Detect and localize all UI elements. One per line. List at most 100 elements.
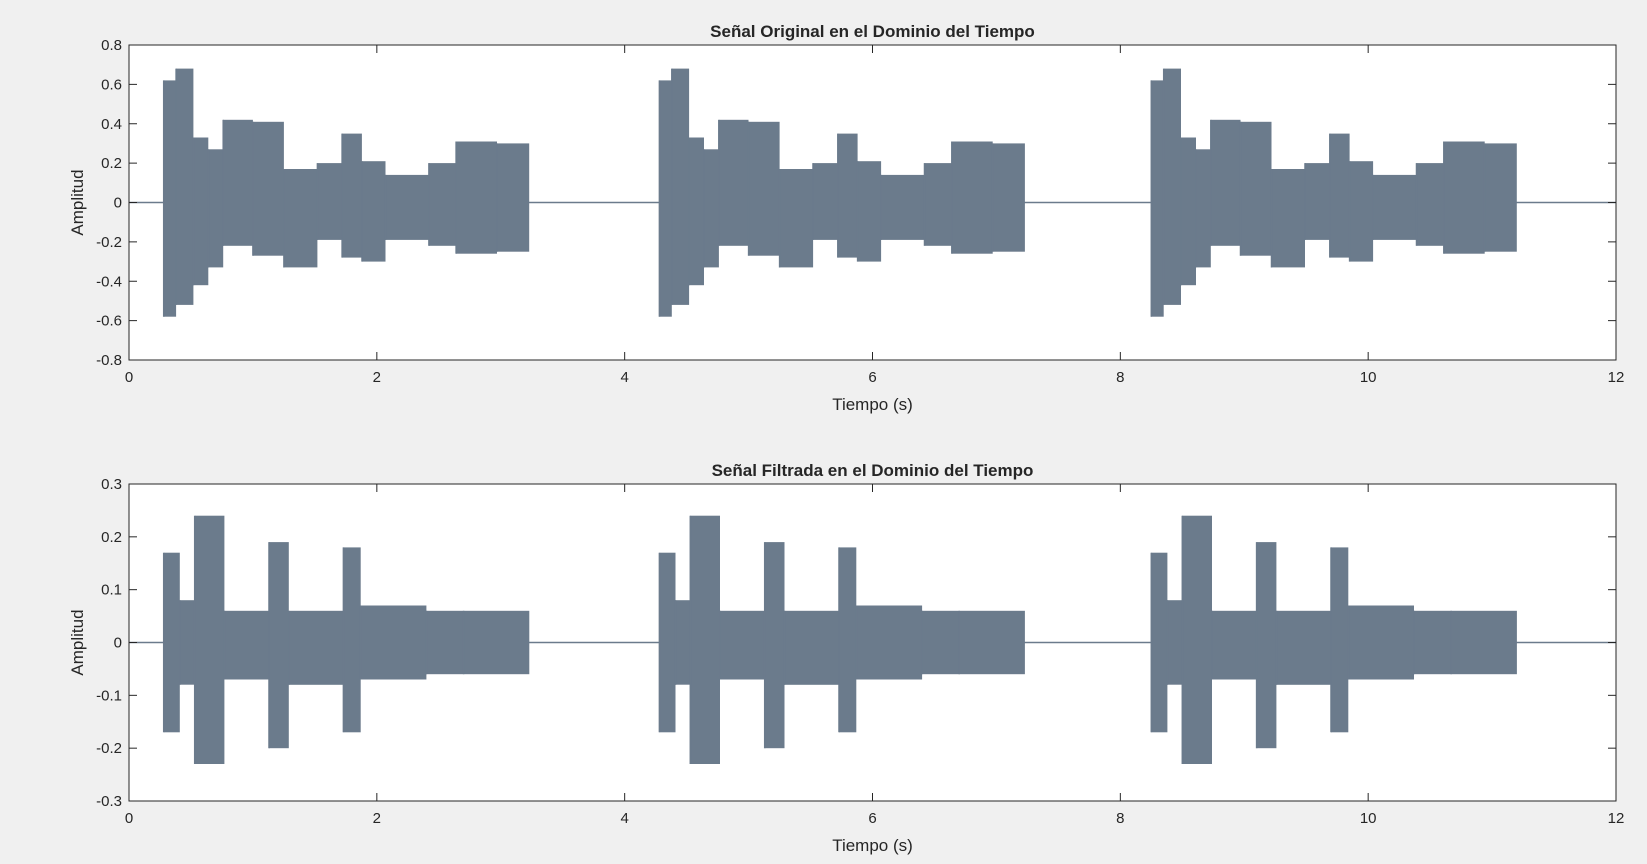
signal-block — [1151, 80, 1164, 317]
signal-block — [748, 121, 780, 256]
signal-block — [704, 149, 719, 268]
signal-block — [1484, 143, 1517, 252]
signal-block — [1240, 121, 1272, 256]
signal-block — [163, 552, 180, 733]
signal-block — [1271, 169, 1305, 268]
y-tick-label: -0.6 — [96, 313, 122, 330]
signal-block — [463, 610, 530, 675]
signal-block — [283, 169, 318, 268]
signal-block — [1305, 163, 1330, 240]
signal-block — [1348, 605, 1414, 680]
signal-block — [456, 141, 497, 254]
ticks: 0 2 4 6 8 10 12 0.8 0.6 0.4 0.2 0 -0.2 -0.4 -0.6 -0.8 — [96, 37, 1624, 386]
ticks: 0 2 4 6 8 10 12 0.3 0.2 0.1 0 -0.1 -0.2 -0.3 — [96, 476, 1624, 827]
signal-block — [959, 610, 1025, 675]
signal-block — [362, 161, 386, 262]
signal-series — [129, 68, 1616, 317]
x-axis-label: Tiempo (s) — [832, 836, 913, 855]
x-tick-label: 12 — [1608, 810, 1625, 827]
x-tick-label: 10 — [1360, 369, 1377, 386]
signal-block — [1212, 610, 1257, 680]
y-tick-label: -0.8 — [96, 352, 122, 369]
signal-block — [689, 137, 704, 286]
x-tick-label: 10 — [1360, 810, 1377, 827]
signal-block — [1331, 547, 1349, 733]
signal-block — [342, 133, 362, 258]
signal-block — [497, 143, 530, 252]
signal-block — [951, 141, 993, 254]
signal-block — [385, 174, 429, 240]
x-tick-label: 0 — [125, 810, 133, 827]
axes-title: Señal Original en el Dominio del Tiempo — [710, 22, 1035, 41]
y-tick-label: -0.4 — [96, 273, 122, 290]
axes-original: 0 2 4 6 8 10 12 0.8 0.6 0.4 0.2 0 -0.2 -0.4 -0.6 -0.8 S… — [68, 22, 1624, 414]
signal-block — [1443, 141, 1485, 254]
signal-block — [194, 515, 225, 764]
x-tick-label: 4 — [620, 369, 628, 386]
signal-block — [1256, 542, 1277, 749]
signal-block — [428, 163, 457, 246]
signal-block — [1416, 163, 1444, 246]
y-tick-label: 0.4 — [101, 116, 122, 133]
signal-block — [1373, 174, 1417, 240]
signal-block — [1181, 137, 1196, 286]
signal-block — [223, 119, 253, 246]
signal-block — [288, 610, 344, 685]
signal-block — [1276, 610, 1331, 685]
y-tick-label: 0 — [114, 635, 122, 652]
signal-block — [1329, 133, 1350, 258]
signal-block — [857, 161, 882, 262]
signal-block — [992, 143, 1025, 252]
signal-block — [881, 174, 925, 240]
signal-block — [252, 121, 284, 256]
x-tick-label: 4 — [620, 810, 628, 827]
y-axis-label: Amplitud — [68, 609, 87, 675]
signal-block — [426, 610, 464, 675]
signal-block — [1451, 610, 1517, 675]
y-tick-label: -0.2 — [96, 740, 122, 757]
x-tick-label: 2 — [373, 810, 381, 827]
y-tick-label: -0.3 — [96, 793, 122, 810]
y-tick-label: -0.1 — [96, 687, 122, 704]
y-tick-label: 0.3 — [101, 476, 122, 493]
signal-block — [360, 605, 427, 680]
signal-block — [764, 542, 785, 749]
signal-block — [924, 163, 952, 246]
signal-block — [837, 133, 858, 258]
signal-block — [720, 610, 765, 680]
x-tick-label: 6 — [868, 369, 876, 386]
signal-block — [1163, 68, 1181, 305]
y-tick-label: 0.1 — [101, 582, 122, 599]
signal-block — [179, 600, 195, 685]
signal-block — [779, 169, 814, 268]
signal-block — [208, 149, 224, 268]
signal-block — [193, 137, 209, 286]
signal-block — [269, 542, 289, 749]
y-tick-label: 0.6 — [101, 76, 122, 93]
x-axis-label: Tiempo (s) — [832, 395, 913, 414]
signal-block — [1195, 149, 1211, 268]
signal-block — [813, 163, 838, 240]
signal-block — [1349, 161, 1374, 262]
signal-block — [1167, 600, 1183, 685]
x-tick-label: 8 — [1116, 810, 1124, 827]
x-tick-label: 0 — [125, 369, 133, 386]
signal-block — [718, 119, 749, 246]
signal-block — [1151, 552, 1168, 733]
signal-block — [1414, 610, 1452, 675]
y-tick-label: 0.2 — [101, 155, 122, 172]
signal-block — [690, 515, 720, 764]
signal-block — [176, 68, 194, 305]
signal-block — [675, 600, 691, 685]
y-tick-label: 0.8 — [101, 37, 122, 54]
signal-block — [784, 610, 839, 685]
signal-block — [659, 552, 676, 733]
signal-block — [317, 163, 343, 240]
signal-block — [659, 80, 672, 317]
y-tick-label: 0.2 — [101, 529, 122, 546]
signal-series — [129, 515, 1616, 764]
signal-block — [856, 605, 923, 680]
x-tick-label: 8 — [1116, 369, 1124, 386]
signal-block — [671, 68, 690, 305]
